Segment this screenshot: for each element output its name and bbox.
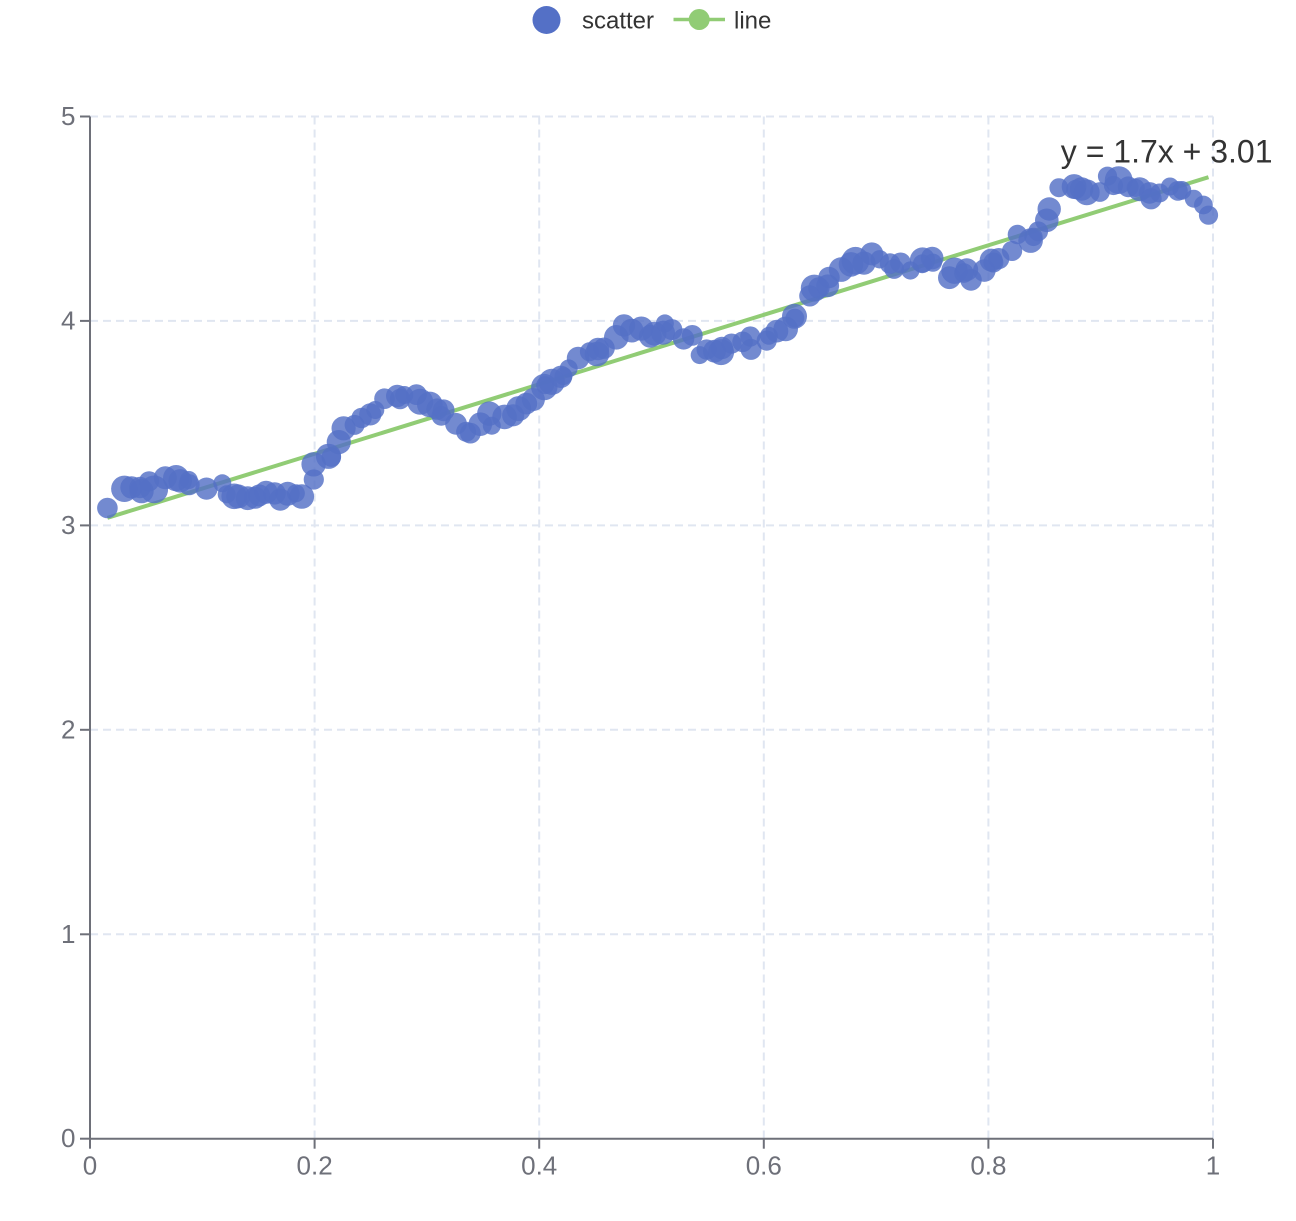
svg-text:1: 1	[1206, 1151, 1220, 1181]
svg-text:0.2: 0.2	[297, 1151, 333, 1181]
svg-text:0.6: 0.6	[746, 1151, 782, 1181]
svg-text:1: 1	[61, 919, 75, 949]
svg-text:y = 1.7x + 3.01: y = 1.7x + 3.01	[1061, 133, 1273, 169]
svg-text:2: 2	[61, 714, 75, 744]
svg-text:3: 3	[61, 510, 75, 540]
svg-text:0.4: 0.4	[521, 1151, 557, 1181]
svg-text:0: 0	[61, 1123, 75, 1153]
svg-text:scatter: scatter	[582, 8, 654, 35]
svg-text:4: 4	[61, 305, 75, 335]
svg-text:0: 0	[83, 1151, 97, 1181]
svg-text:line: line	[734, 8, 771, 35]
svg-text:0.8: 0.8	[970, 1151, 1006, 1181]
svg-text:5: 5	[61, 101, 75, 131]
